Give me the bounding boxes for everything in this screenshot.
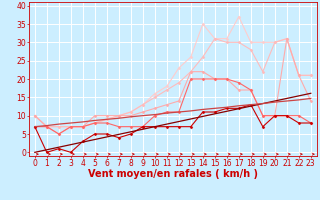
X-axis label: Vent moyen/en rafales ( km/h ): Vent moyen/en rafales ( km/h ) (88, 169, 258, 179)
